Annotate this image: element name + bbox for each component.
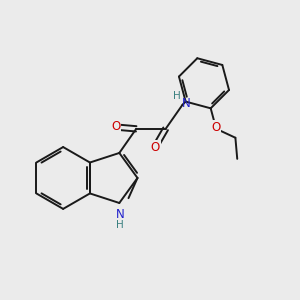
Text: O: O <box>151 141 160 154</box>
Text: O: O <box>212 121 221 134</box>
Text: H: H <box>173 92 181 101</box>
Text: N: N <box>116 208 124 221</box>
Text: O: O <box>111 120 120 133</box>
Text: H: H <box>116 220 124 230</box>
Text: N: N <box>182 97 191 110</box>
